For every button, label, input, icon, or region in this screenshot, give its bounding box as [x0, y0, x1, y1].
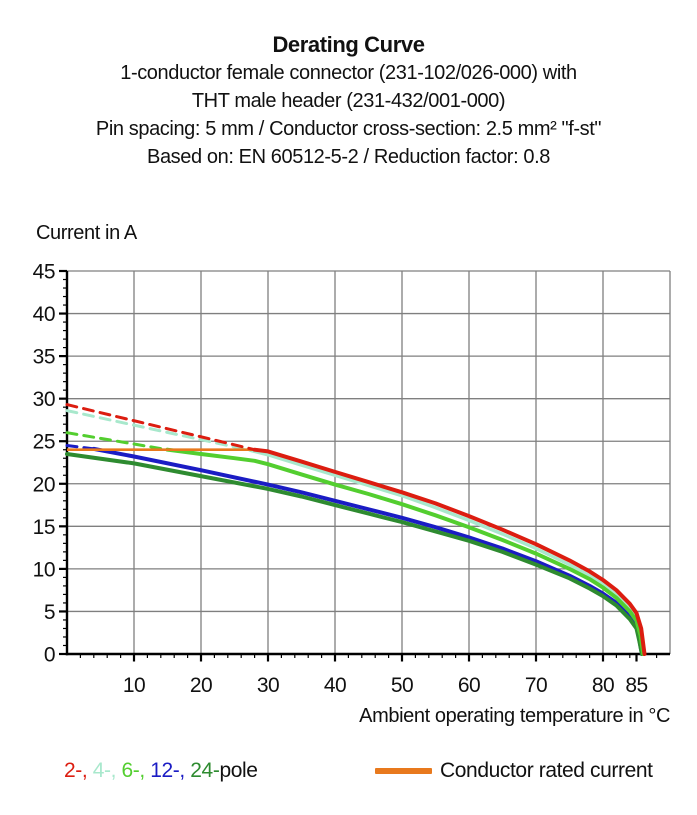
chart-subtitle-line-1: 1-conductor female connector (231-102/02…	[120, 62, 577, 84]
y-tick-label: 40	[33, 303, 55, 326]
curve-6-pole	[165, 447, 646, 656]
x-tick-label: 85	[625, 674, 647, 697]
curve-4-pole-dashed	[65, 409, 253, 453]
x-tick-label: 50	[391, 674, 413, 697]
curve-6-pole-dashed	[65, 431, 169, 452]
y-tick-label: 20	[33, 473, 55, 496]
curve-24-pole	[65, 452, 644, 656]
x-tick-label: 70	[525, 674, 547, 697]
y-tick-label: 35	[33, 346, 55, 369]
curve-12-pole-dashed	[65, 444, 96, 451]
curve-12-pole	[91, 446, 644, 656]
y-axis-title: Current in A	[36, 222, 137, 244]
x-axis-title: Ambient operating temperature in °C	[359, 705, 670, 727]
y-tick-label: 25	[33, 431, 55, 454]
x-tick-label: 40	[324, 674, 346, 697]
x-tick-label: 20	[190, 674, 212, 697]
chart-subtitle-line-2: THT male header (231-432/001-000)	[191, 90, 506, 112]
x-tick-label: 60	[458, 674, 480, 697]
chart-title: Derating Curve	[272, 32, 425, 57]
curve-2-pole	[252, 447, 647, 656]
y-tick-label: 15	[33, 516, 55, 539]
x-tick-label: 80	[592, 674, 614, 697]
curve-4-pole	[249, 448, 645, 656]
y-tick-label: 10	[33, 558, 55, 581]
y-tick-label: 5	[44, 601, 55, 624]
x-tick-label: 30	[257, 674, 279, 697]
chart-subtitle-line-4: Based on: EN 60512-5-2 / Reduction facto…	[147, 146, 550, 168]
y-tick-label: 30	[33, 388, 55, 411]
x-tick-label: 10	[123, 674, 145, 697]
chart-header: Derating Curve 1-conductor female connec…	[0, 31, 697, 171]
curve-2-pole-dashed	[65, 403, 257, 452]
y-tick-label: 45	[33, 261, 55, 284]
y-tick-label: 0	[44, 644, 55, 667]
chart-subtitle-line-3: Pin spacing: 5 mm / Conductor cross-sect…	[95, 118, 602, 140]
